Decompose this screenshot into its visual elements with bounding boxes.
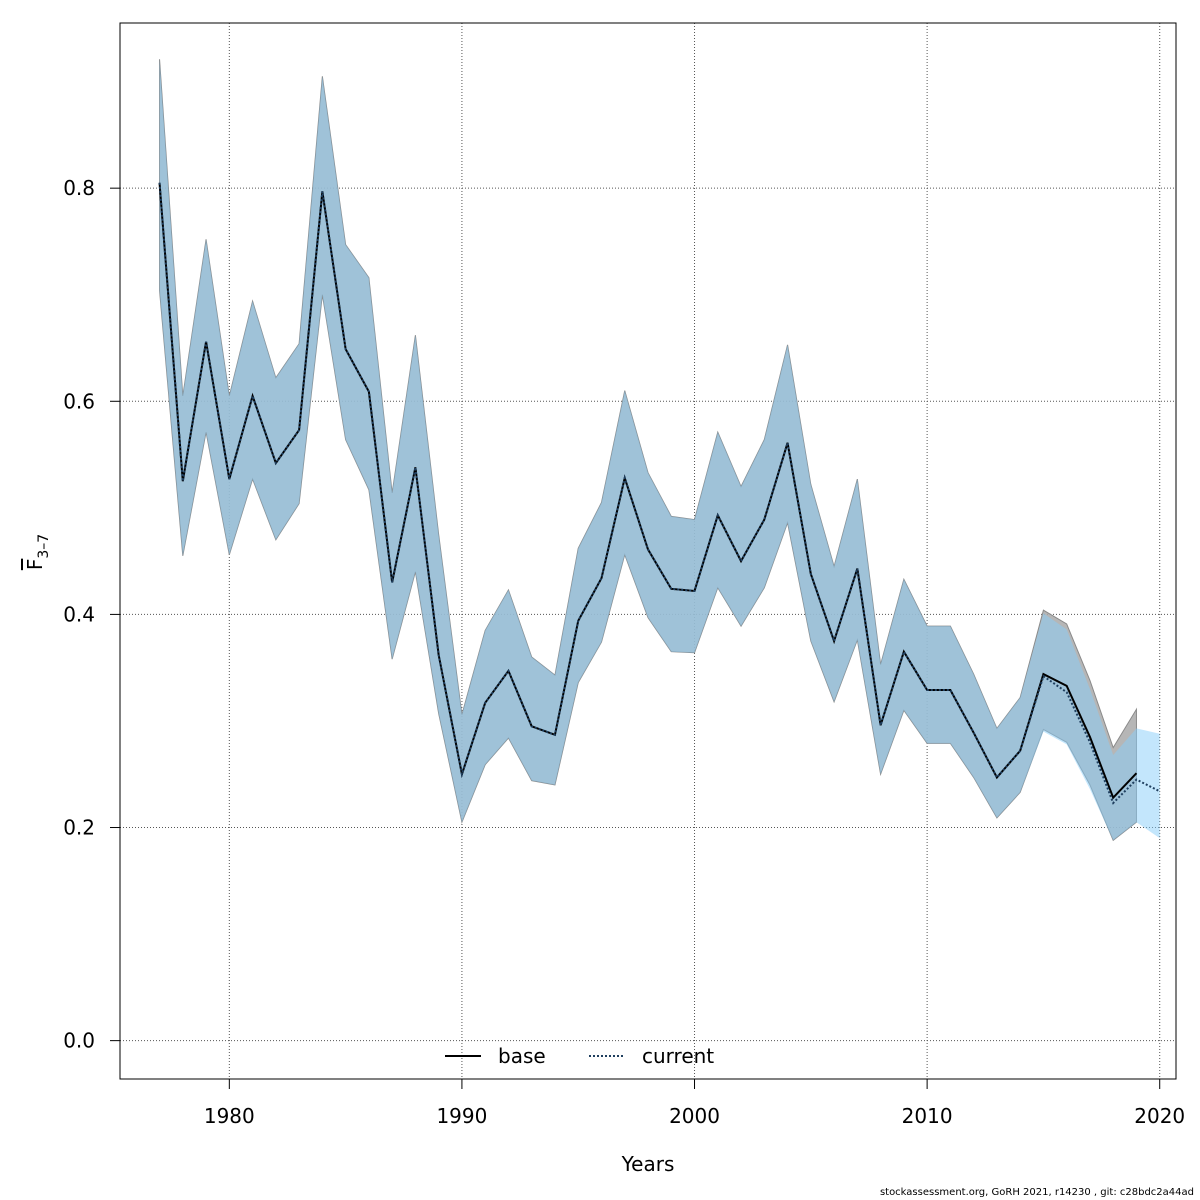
footer-credit: stockassessment.org, GoRH 2021, r14230 ,… [879,1187,1194,1198]
confidence-bands [159,59,1160,842]
y-axis-title-subscript: 3–7 [36,534,52,559]
y-tick-label: 0.2 [63,816,95,840]
x-tick-label: 1990 [436,1104,487,1128]
legend-base-label: base [498,1044,546,1068]
svg-text:F3–7: F3–7 [23,534,52,570]
x-tick-label: 1980 [204,1104,255,1128]
x-axis: 1980 1990 2000 2010 2020 [204,1079,1185,1128]
plot-frame [119,22,1177,1080]
y-axis-title: F3–7 [23,534,52,570]
y-tick-label: 0.6 [63,389,95,413]
x-tick-label: 2020 [1134,1104,1185,1128]
x-axis-title: Years [621,1152,675,1176]
legend-current-label: current [642,1044,714,1068]
series-lines [158,182,1161,805]
y-axis-title-main: F [23,559,47,571]
series-line-current [158,182,1161,805]
y-tick-label: 0.0 [63,1029,95,1053]
y-axis: 0.0 0.2 0.4 0.6 0.8 [63,176,120,1053]
grid-lines [120,23,1176,1079]
confidence-band-current [159,59,1160,841]
y-tick-label: 0.4 [63,602,95,626]
x-tick-label: 2000 [669,1104,720,1128]
x-tick-label: 2010 [902,1104,953,1128]
legend: base current [445,1044,714,1068]
y-tick-label: 0.8 [63,176,95,200]
